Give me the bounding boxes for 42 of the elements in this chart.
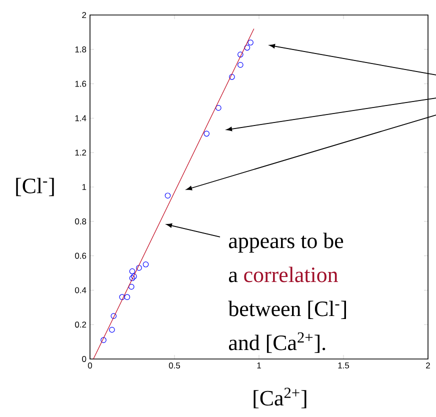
y-tick-label: 0.6 bbox=[75, 252, 86, 259]
y-tick-label: 0 bbox=[82, 356, 86, 362]
point bbox=[128, 284, 134, 290]
y-tick-label: 0.8 bbox=[75, 218, 86, 224]
point bbox=[244, 44, 250, 51]
y-tick-label: 1.6 bbox=[75, 80, 86, 87]
point bbox=[131, 274, 137, 280]
x-tick-label: 1.5 bbox=[338, 362, 350, 368]
point bbox=[119, 294, 126, 300]
point bbox=[124, 294, 130, 300]
point bbox=[204, 130, 210, 137]
point bbox=[129, 275, 136, 282]
annotation: correlation bbox=[244, 266, 338, 282]
point bbox=[142, 262, 149, 268]
x-axis-title: [Ca$^{2+}$] bbox=[254, 388, 306, 408]
x-tick-label: 0.5 bbox=[168, 362, 180, 369]
point bbox=[136, 264, 142, 271]
y-tick-label: 1.8 bbox=[75, 46, 86, 52]
y-tick-label: 1 bbox=[82, 184, 86, 190]
y-tick-label: 0.2 bbox=[75, 322, 86, 328]
point bbox=[238, 52, 244, 58]
x-tick-label: 0 bbox=[88, 362, 92, 369]
y-tick-label: 2 bbox=[82, 12, 86, 18]
y-tick-label: 1.4 bbox=[75, 115, 86, 122]
x-tick-label: 2 bbox=[426, 362, 430, 368]
annotation: a bbox=[228, 272, 238, 282]
x-tick-label: 1 bbox=[257, 362, 261, 368]
point bbox=[229, 74, 235, 80]
annotation: between [Cl$^{-}$] bbox=[228, 300, 346, 319]
point bbox=[164, 192, 171, 198]
annotation: and [Ca$^{2+}$]. bbox=[228, 332, 326, 353]
point bbox=[110, 313, 117, 319]
point bbox=[129, 268, 136, 274]
point bbox=[100, 337, 106, 343]
y-tick-label: 1.2 bbox=[75, 150, 86, 156]
y-tick-label: 0.4 bbox=[75, 287, 86, 294]
point bbox=[216, 104, 222, 111]
annotation: appears to be bbox=[228, 232, 344, 253]
point bbox=[109, 326, 115, 333]
point bbox=[248, 40, 254, 46]
y-axis-title: [Cl$^{-}$] bbox=[16, 178, 54, 196]
point bbox=[238, 62, 244, 68]
